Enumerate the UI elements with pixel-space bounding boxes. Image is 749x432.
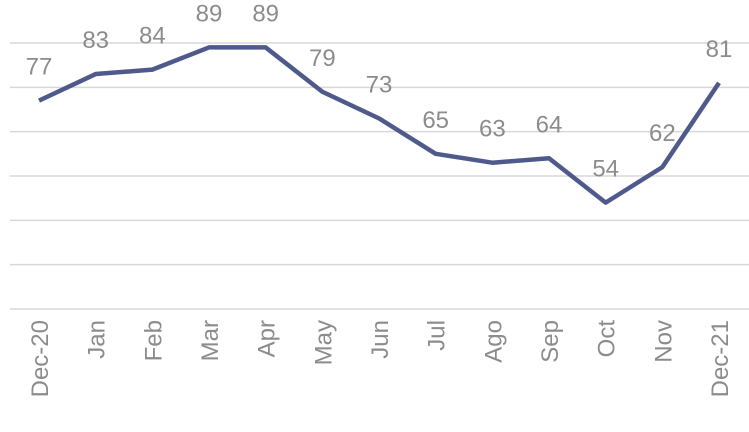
x-tick-label: Mar [197, 320, 224, 361]
x-tick-label: Nov [650, 320, 677, 363]
x-tick-label: Oct [594, 320, 621, 358]
data-label: 63 [479, 116, 506, 143]
data-label: 65 [422, 107, 449, 134]
data-label: 77 [26, 54, 53, 81]
x-tick-label: Dec-20 [27, 320, 54, 397]
data-label: 62 [649, 120, 676, 147]
data-label: 83 [82, 27, 109, 54]
x-tick-label: Apr [254, 320, 281, 357]
x-tick-label: Jan [84, 320, 111, 359]
data-label: 89 [196, 0, 223, 27]
data-label: 79 [309, 45, 336, 72]
x-tick-label: Jul [424, 320, 451, 351]
data-label: 73 [366, 71, 393, 98]
data-label: 89 [252, 0, 279, 27]
line [38, 45, 721, 205]
x-tick-label: Ago [480, 320, 507, 363]
data-label: 54 [592, 156, 619, 183]
data-label: 81 [706, 36, 733, 63]
data-label: 84 [139, 23, 166, 50]
x-tick-label: Jun [367, 320, 394, 359]
x-tick-label: Feb [140, 320, 167, 361]
x-tick-label: Dec-21 [707, 320, 734, 397]
x-tick-label: Sep [537, 320, 564, 363]
data-label: 64 [536, 111, 563, 138]
x-tick-label: May [310, 320, 337, 365]
